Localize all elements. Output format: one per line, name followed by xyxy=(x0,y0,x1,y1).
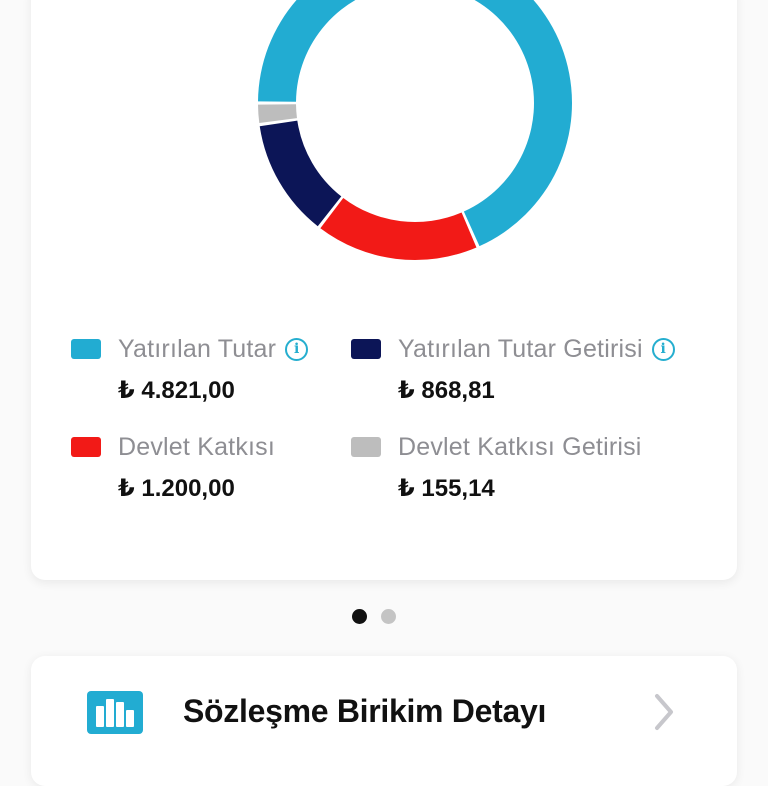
donut-segment xyxy=(259,120,342,227)
legend-swatch xyxy=(351,339,381,359)
detail-title: Sözleşme Birikim Detayı xyxy=(183,693,547,729)
donut-segment xyxy=(320,197,477,260)
legend-item-yatirilan-tutar-getirisi: Yatırılan Tutar Getirisi i ₺ 868,81 xyxy=(351,332,751,405)
donut-segment xyxy=(258,0,572,247)
legend-label: Devlet Katkısı Getirisi xyxy=(398,432,642,461)
legend-value: ₺ 1.200,00 xyxy=(118,475,235,502)
info-icon[interactable]: i xyxy=(651,337,675,361)
legend-swatch xyxy=(71,339,101,359)
legend-item-devlet-katkisi: Devlet Katkısı ₺ 1.200,00 xyxy=(71,430,371,503)
legend-item-yatirilan-tutar: Yatırılan Tutar i ₺ 4.821,00 xyxy=(71,332,371,405)
page-dot-1[interactable] xyxy=(352,609,367,624)
legend-label: Yatırılan Tutar xyxy=(118,334,277,363)
contract-savings-detail-button[interactable]: Sözleşme Birikim Detayı xyxy=(31,656,737,786)
legend-value: ₺ 155,14 xyxy=(398,475,495,502)
info-icon[interactable]: i xyxy=(285,337,309,361)
legend-label: Yatırılan Tutar Getirisi xyxy=(398,334,643,363)
page-indicator[interactable] xyxy=(352,609,396,624)
legend-label: Devlet Katkısı xyxy=(118,432,276,461)
legend-swatch xyxy=(71,437,101,457)
summary-card: Yatırılan Tutar i ₺ 4.821,00 Yatırılan T… xyxy=(31,0,737,580)
legend-value: ₺ 4.821,00 xyxy=(118,377,235,404)
legend-value: ₺ 868,81 xyxy=(398,377,495,404)
donut-chart xyxy=(257,0,573,261)
legend-swatch xyxy=(351,437,381,457)
chevron-right-icon xyxy=(655,694,673,730)
bar-chart-icon xyxy=(87,691,143,734)
legend-item-devlet-katkisi-getirisi: Devlet Katkısı Getirisi ₺ 155,14 xyxy=(351,430,751,503)
page-dot-2[interactable] xyxy=(381,609,396,624)
donut-segment xyxy=(258,104,297,124)
